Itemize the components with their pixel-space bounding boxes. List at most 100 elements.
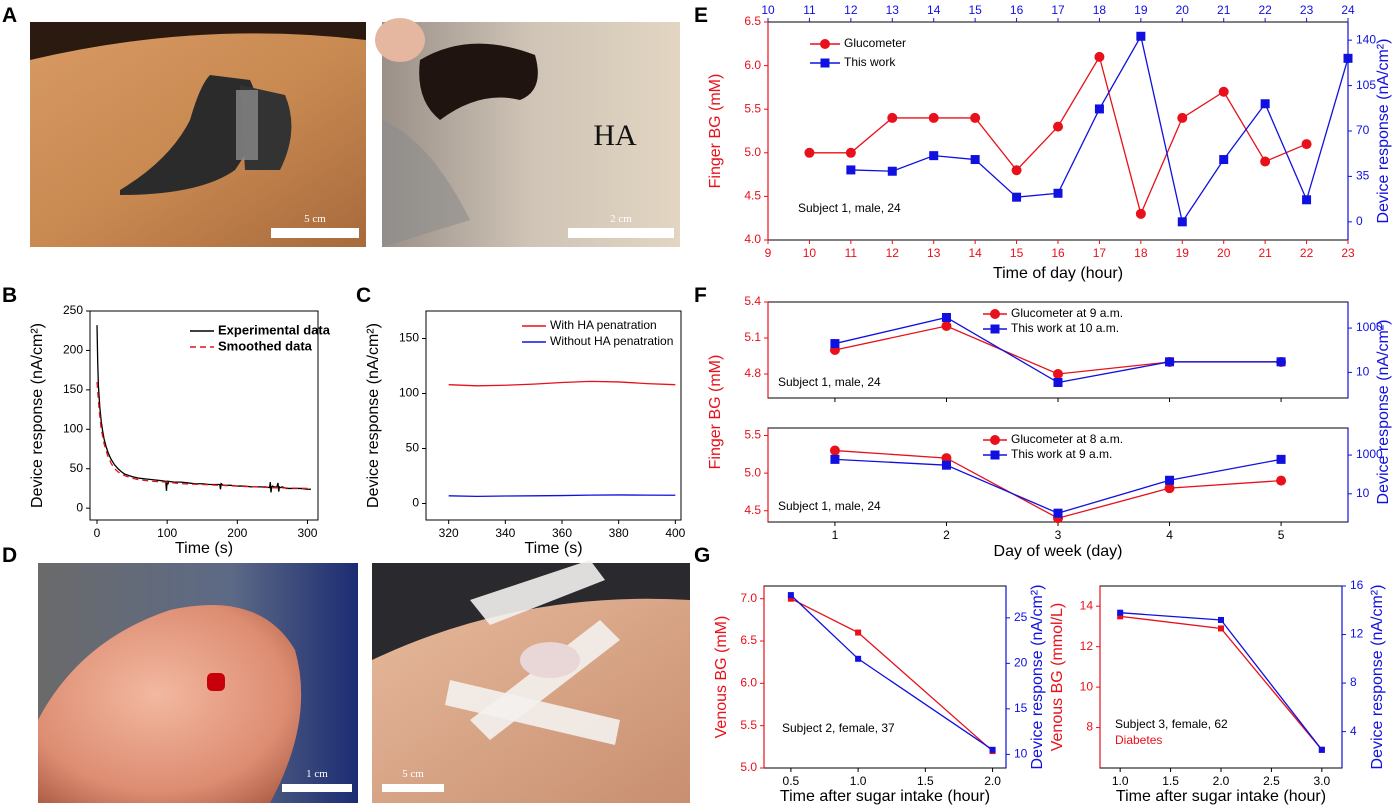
y-axis-title: Finger BG (mM) <box>707 74 724 189</box>
x-tick-label: 4 <box>1166 528 1173 542</box>
y2-tick-label: 4 <box>1350 724 1357 738</box>
x-tick-label: 1.0 <box>850 774 867 788</box>
x-tick-label: 12 <box>886 246 900 260</box>
data-point <box>970 112 981 123</box>
y-tick-label: 200 <box>63 343 83 357</box>
y-tick-label: 5.5 <box>744 101 761 115</box>
y2-axis-title: Device response (nA/cm²) <box>1375 39 1392 224</box>
sensor-patch <box>120 75 258 195</box>
chart-f2: 1 2 3 4 5 4.5 5.0 5.5 10 1000 Subject 1, male, 24 G… <box>744 427 1383 542</box>
y-tick-label: 150 <box>399 331 419 345</box>
y-tick-label: 4.5 <box>744 189 761 203</box>
sensor-film <box>419 43 538 120</box>
y-tick-label: 6.5 <box>740 633 757 647</box>
x-tick-label: 1.5 <box>1162 774 1179 788</box>
scale-label: 5 cm <box>304 213 326 225</box>
x2-tick-label: 20 <box>1176 3 1190 17</box>
data-point <box>1177 217 1187 227</box>
series-line <box>850 34 1349 224</box>
legend-item: With HA penatration <box>522 318 657 332</box>
y-tick-label: 5.1 <box>744 330 761 344</box>
y-tick-label: 5.0 <box>744 145 761 159</box>
x-axis-title: Day of week (day) <box>994 543 1123 560</box>
y-tick-label: 5.5 <box>740 718 757 732</box>
x-tick-label: 11 <box>845 246 858 260</box>
series-1 <box>448 494 676 498</box>
x-tick-label: 0.5 <box>783 774 800 788</box>
x2-tick-label: 11 <box>803 3 816 17</box>
series-1 <box>1117 609 1325 753</box>
chart-e: 9 10 11 12 13 14 15 16 17 18 19 20 21 22 23 10 11 12 13 14 1… <box>707 3 1392 282</box>
x-tick-label: 340 <box>495 526 515 540</box>
x2-tick-label: 16 <box>1010 3 1024 17</box>
legend-item: Glucometer <box>810 36 906 50</box>
legend-item: Experimental data <box>190 322 331 337</box>
legend-item: Smoothed data <box>190 338 313 353</box>
legend-item: This work at 9 a.m. <box>983 447 1112 461</box>
legend-label: This work at 9 a.m. <box>1011 447 1112 461</box>
x-tick-label: 16 <box>1051 246 1065 260</box>
y-tick-label: 4.0 <box>744 232 761 246</box>
legend-item: Glucometer at 8 a.m. <box>983 432 1123 446</box>
legend-label: Glucometer <box>844 36 906 50</box>
series-line <box>96 381 308 490</box>
x-axis-title: Time (s) <box>524 540 582 557</box>
data-point <box>830 454 840 464</box>
chart-g1: 0.5 1.0 1.5 2.0 5.0 5.5 6.0 6.5 7.0 10 15 20 25 Time … <box>713 585 1046 805</box>
x-tick-label: 2.0 <box>984 774 1001 788</box>
photo-a-right: HA 2 cm <box>375 18 680 247</box>
x-tick-label: 23 <box>1341 246 1355 260</box>
data-point <box>787 595 794 602</box>
data-point <box>929 151 939 161</box>
panel-label-a: A <box>2 4 17 27</box>
legend-label: This work at 10 a.m. <box>1011 321 1119 335</box>
data-point <box>1094 104 1104 114</box>
photo-a-left: 5 cm <box>30 22 366 248</box>
x-tick-label: 15 <box>1010 246 1024 260</box>
x2-tick-label: 13 <box>886 3 900 17</box>
data-point <box>1136 31 1146 41</box>
data-point <box>1053 369 1063 379</box>
y2-tick-label: 1000 <box>1356 447 1383 461</box>
data-point <box>1053 121 1063 132</box>
y2-axis-title: Device response (nA/cm²) <box>1375 320 1392 505</box>
legend-label: With HA penatration <box>550 318 657 332</box>
y2-tick-label: 8 <box>1350 675 1357 689</box>
x-tick-label: 22 <box>1300 246 1314 260</box>
x-tick-label: 0 <box>94 526 101 540</box>
y-tick-label: 8 <box>1086 720 1093 734</box>
data-point <box>1053 188 1063 198</box>
x2-tick-label: 10 <box>761 3 775 17</box>
x-tick-label: 100 <box>157 526 177 540</box>
y2-tick-label: 15 <box>1014 701 1028 715</box>
y2-tick-label: 10 <box>1356 486 1370 500</box>
data-point <box>845 147 856 158</box>
data-point <box>1260 156 1271 167</box>
x-tick-label: 5 <box>1278 528 1285 542</box>
annotation: Subject 1, male, 24 <box>798 201 901 215</box>
y2-tick-label: 0 <box>1356 214 1363 228</box>
y-tick-label: 4.8 <box>744 366 761 380</box>
y-axis-title: Device response (nA/cm²) <box>365 323 382 508</box>
data-point <box>1260 99 1270 109</box>
y2-tick-label: 10 <box>1356 365 1370 379</box>
y-tick-label: 4.5 <box>744 503 761 517</box>
data-point <box>887 112 898 123</box>
x2-tick-label: 17 <box>1051 3 1065 17</box>
legend-marker <box>990 450 1000 460</box>
x2-tick-label: 14 <box>927 3 941 17</box>
x-tick-label: 21 <box>1258 246 1272 260</box>
photo-d-left: 1 cm <box>38 563 358 803</box>
photo-d-right: 5 cm <box>372 560 690 803</box>
legend-marker <box>990 435 1000 445</box>
x2-tick-label: 15 <box>968 3 982 17</box>
x-tick-label: 14 <box>968 246 982 260</box>
x-tick-label: 380 <box>609 526 629 540</box>
y2-tick-label: 20 <box>1014 656 1028 670</box>
x-axis-title: Time after sugar intake (hour) <box>1116 788 1326 805</box>
annotation-diabetes: Diabetes <box>1115 733 1162 747</box>
x2-tick-label: 19 <box>1134 3 1148 17</box>
x-tick-label: 9 <box>765 246 772 260</box>
y2-tick-label: 70 <box>1356 123 1370 137</box>
x-tick-label: 20 <box>1217 246 1231 260</box>
